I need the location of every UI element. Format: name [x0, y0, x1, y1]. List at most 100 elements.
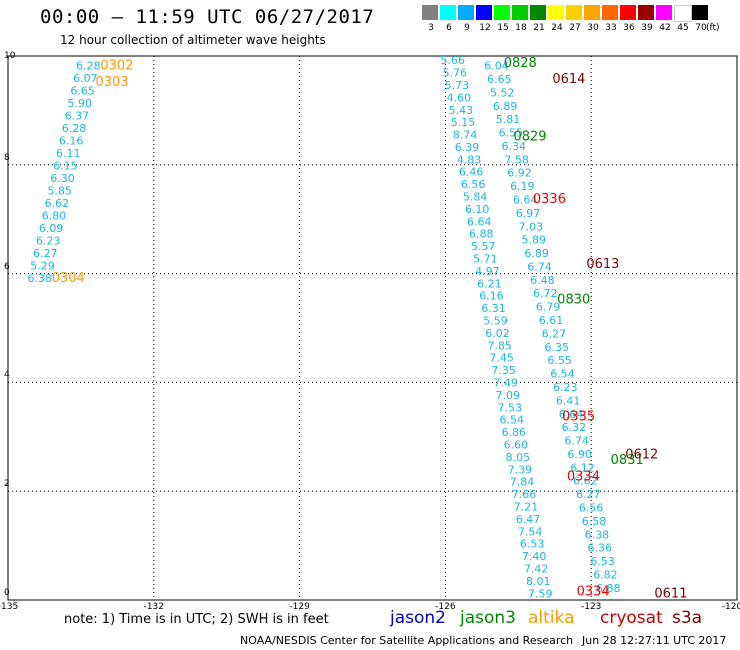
y-tick-label: 8 [4, 152, 10, 163]
legend-label: 36 [623, 23, 635, 33]
pass-time-label: 0303 [95, 75, 128, 90]
wave-height-value: 7.35 [491, 364, 516, 377]
wave-height-value: 6.60 [504, 439, 528, 452]
y-tick-label: 2 [4, 479, 10, 490]
pass-time-label: 0612 [625, 448, 658, 463]
wave-height-value: 7.58 [504, 153, 529, 166]
wave-height-value: 6.62 [45, 197, 70, 210]
x-tick-label: -129 [289, 602, 310, 612]
wave-height-value: 6.55 [499, 127, 524, 140]
legend-label: 33 [605, 23, 617, 33]
satellite-legend-s3a: s3a [672, 608, 703, 628]
legend-label: 9 [464, 23, 470, 33]
chart-title: 00:00 – 11:59 UTC 06/27/2017 [40, 6, 375, 28]
legend-swatch [692, 5, 708, 20]
wave-height-value: 7.09 [495, 389, 520, 402]
grid-lines [8, 56, 737, 600]
footer-credit: NOAA/NESDIS Center for Satellite Applica… [240, 634, 574, 647]
wave-height-value: 6.32 [562, 421, 587, 434]
wave-height-value: 6.88 [469, 228, 494, 241]
wave-height-value: 6.53 [520, 538, 545, 551]
x-tick-label: -126 [435, 602, 456, 612]
y-tick-label: 10 [4, 51, 16, 61]
wave-height-value: 6.46 [459, 166, 484, 179]
y-tick-label: 0 [4, 588, 10, 598]
wave-height-value: 6.64 [467, 215, 492, 228]
wave-height-value: 6.79 [536, 301, 561, 314]
wave-height-value: 6.41 [556, 394, 581, 407]
legend-swatch [530, 5, 546, 20]
wave-height-value: 5.81 [496, 113, 521, 126]
wave-height-value: 6.09 [39, 222, 64, 235]
wave-height-value: 6.04 [484, 60, 509, 73]
wave-height-value: 6.27 [33, 247, 58, 260]
wave-height-value: 7.39 [508, 463, 532, 476]
pass-time-label: 0611 [654, 586, 687, 601]
wave-height-values: 6.286.076.655.906.376.286.166.116.156.30… [27, 54, 620, 600]
legend-label: 24 [551, 23, 563, 33]
wave-height-value: 6.89 [524, 247, 549, 260]
wave-height-value: 7.85 [487, 339, 512, 352]
wave-height-value: 4.60 [447, 91, 472, 104]
legend-swatch [440, 5, 456, 20]
pass-time-label: 0831 [611, 453, 644, 468]
satellite-legend-jason2: jason2 [390, 608, 446, 628]
wave-height-value: 6.88 [596, 582, 621, 595]
wave-height-value: 6.15 [53, 159, 78, 172]
satellite-legend-cryosat: cryosat [600, 608, 663, 628]
legend-label: 45 [677, 23, 689, 33]
wave-height-value: 6.82 [593, 568, 618, 581]
wave-height-value: 5.76 [443, 67, 468, 80]
wave-height-value: 6.64 [559, 408, 584, 421]
legend-label: 39 [641, 23, 653, 33]
legend-label: 70 [695, 23, 707, 33]
wave-height-value: 6.07 [73, 72, 98, 85]
legend-swatch [422, 5, 438, 20]
wave-height-value: 7.42 [524, 562, 549, 575]
pass-time-label: 0334 [567, 469, 600, 484]
wave-height-value: 6.89 [493, 100, 517, 113]
wave-height-value: 7.66 [512, 488, 536, 501]
wave-height-value: 6.19 [510, 180, 535, 193]
wave-height-value: 7.54 [518, 525, 543, 538]
wave-height-value: 6.16 [59, 134, 83, 147]
pass-time-label: 0302 [100, 59, 133, 74]
pass-time-label: 0613 [586, 257, 619, 272]
plot-frame [7, 55, 738, 601]
wave-height-value: 6.11 [56, 147, 81, 160]
legend-label: 6 [446, 23, 452, 33]
legend-swatch [674, 5, 692, 22]
wave-height-value: 6.21 [477, 277, 502, 290]
wave-height-value: 6.65 [487, 73, 512, 86]
legend-label: 30 [587, 23, 599, 33]
wave-height-value: 6.72 [533, 287, 558, 300]
wave-height-value: 6.61 [539, 314, 564, 327]
legend-label: 21 [533, 23, 545, 33]
wave-height-value: 8.74 [453, 129, 478, 142]
wave-height-value: 5.89 [522, 234, 547, 247]
legend-unit: (ft) [706, 23, 720, 33]
wave-height-value: 6.58 [582, 515, 607, 528]
wave-height-value: 5.90 [67, 97, 92, 110]
legend-swatch [656, 5, 672, 20]
wave-height-value: 8.05 [506, 451, 530, 464]
wave-height-value: 6.48 [530, 274, 555, 287]
wave-height-value: 6.86 [502, 426, 527, 439]
wave-height-value: 7.53 [498, 401, 523, 414]
wave-height-value: 6.56 [461, 178, 486, 191]
wave-height-value: 7.21 [514, 500, 539, 513]
wave-height-value: 8.01 [526, 575, 551, 588]
wave-height-value: 7.59 [528, 587, 553, 600]
legend-swatch [602, 5, 618, 20]
wave-height-value: 4.97 [475, 265, 500, 278]
legend-label: 15 [497, 23, 509, 33]
wave-height-value: 5.57 [471, 240, 496, 253]
legend-swatch [476, 5, 492, 20]
wave-height-value: 5.29 [30, 259, 55, 272]
wave-height-value: 6.02 [485, 327, 510, 340]
wave-height-value: 6.30 [50, 172, 75, 185]
wave-height-value: 6.28 [76, 60, 101, 73]
wave-height-value: 5.84 [463, 191, 488, 204]
